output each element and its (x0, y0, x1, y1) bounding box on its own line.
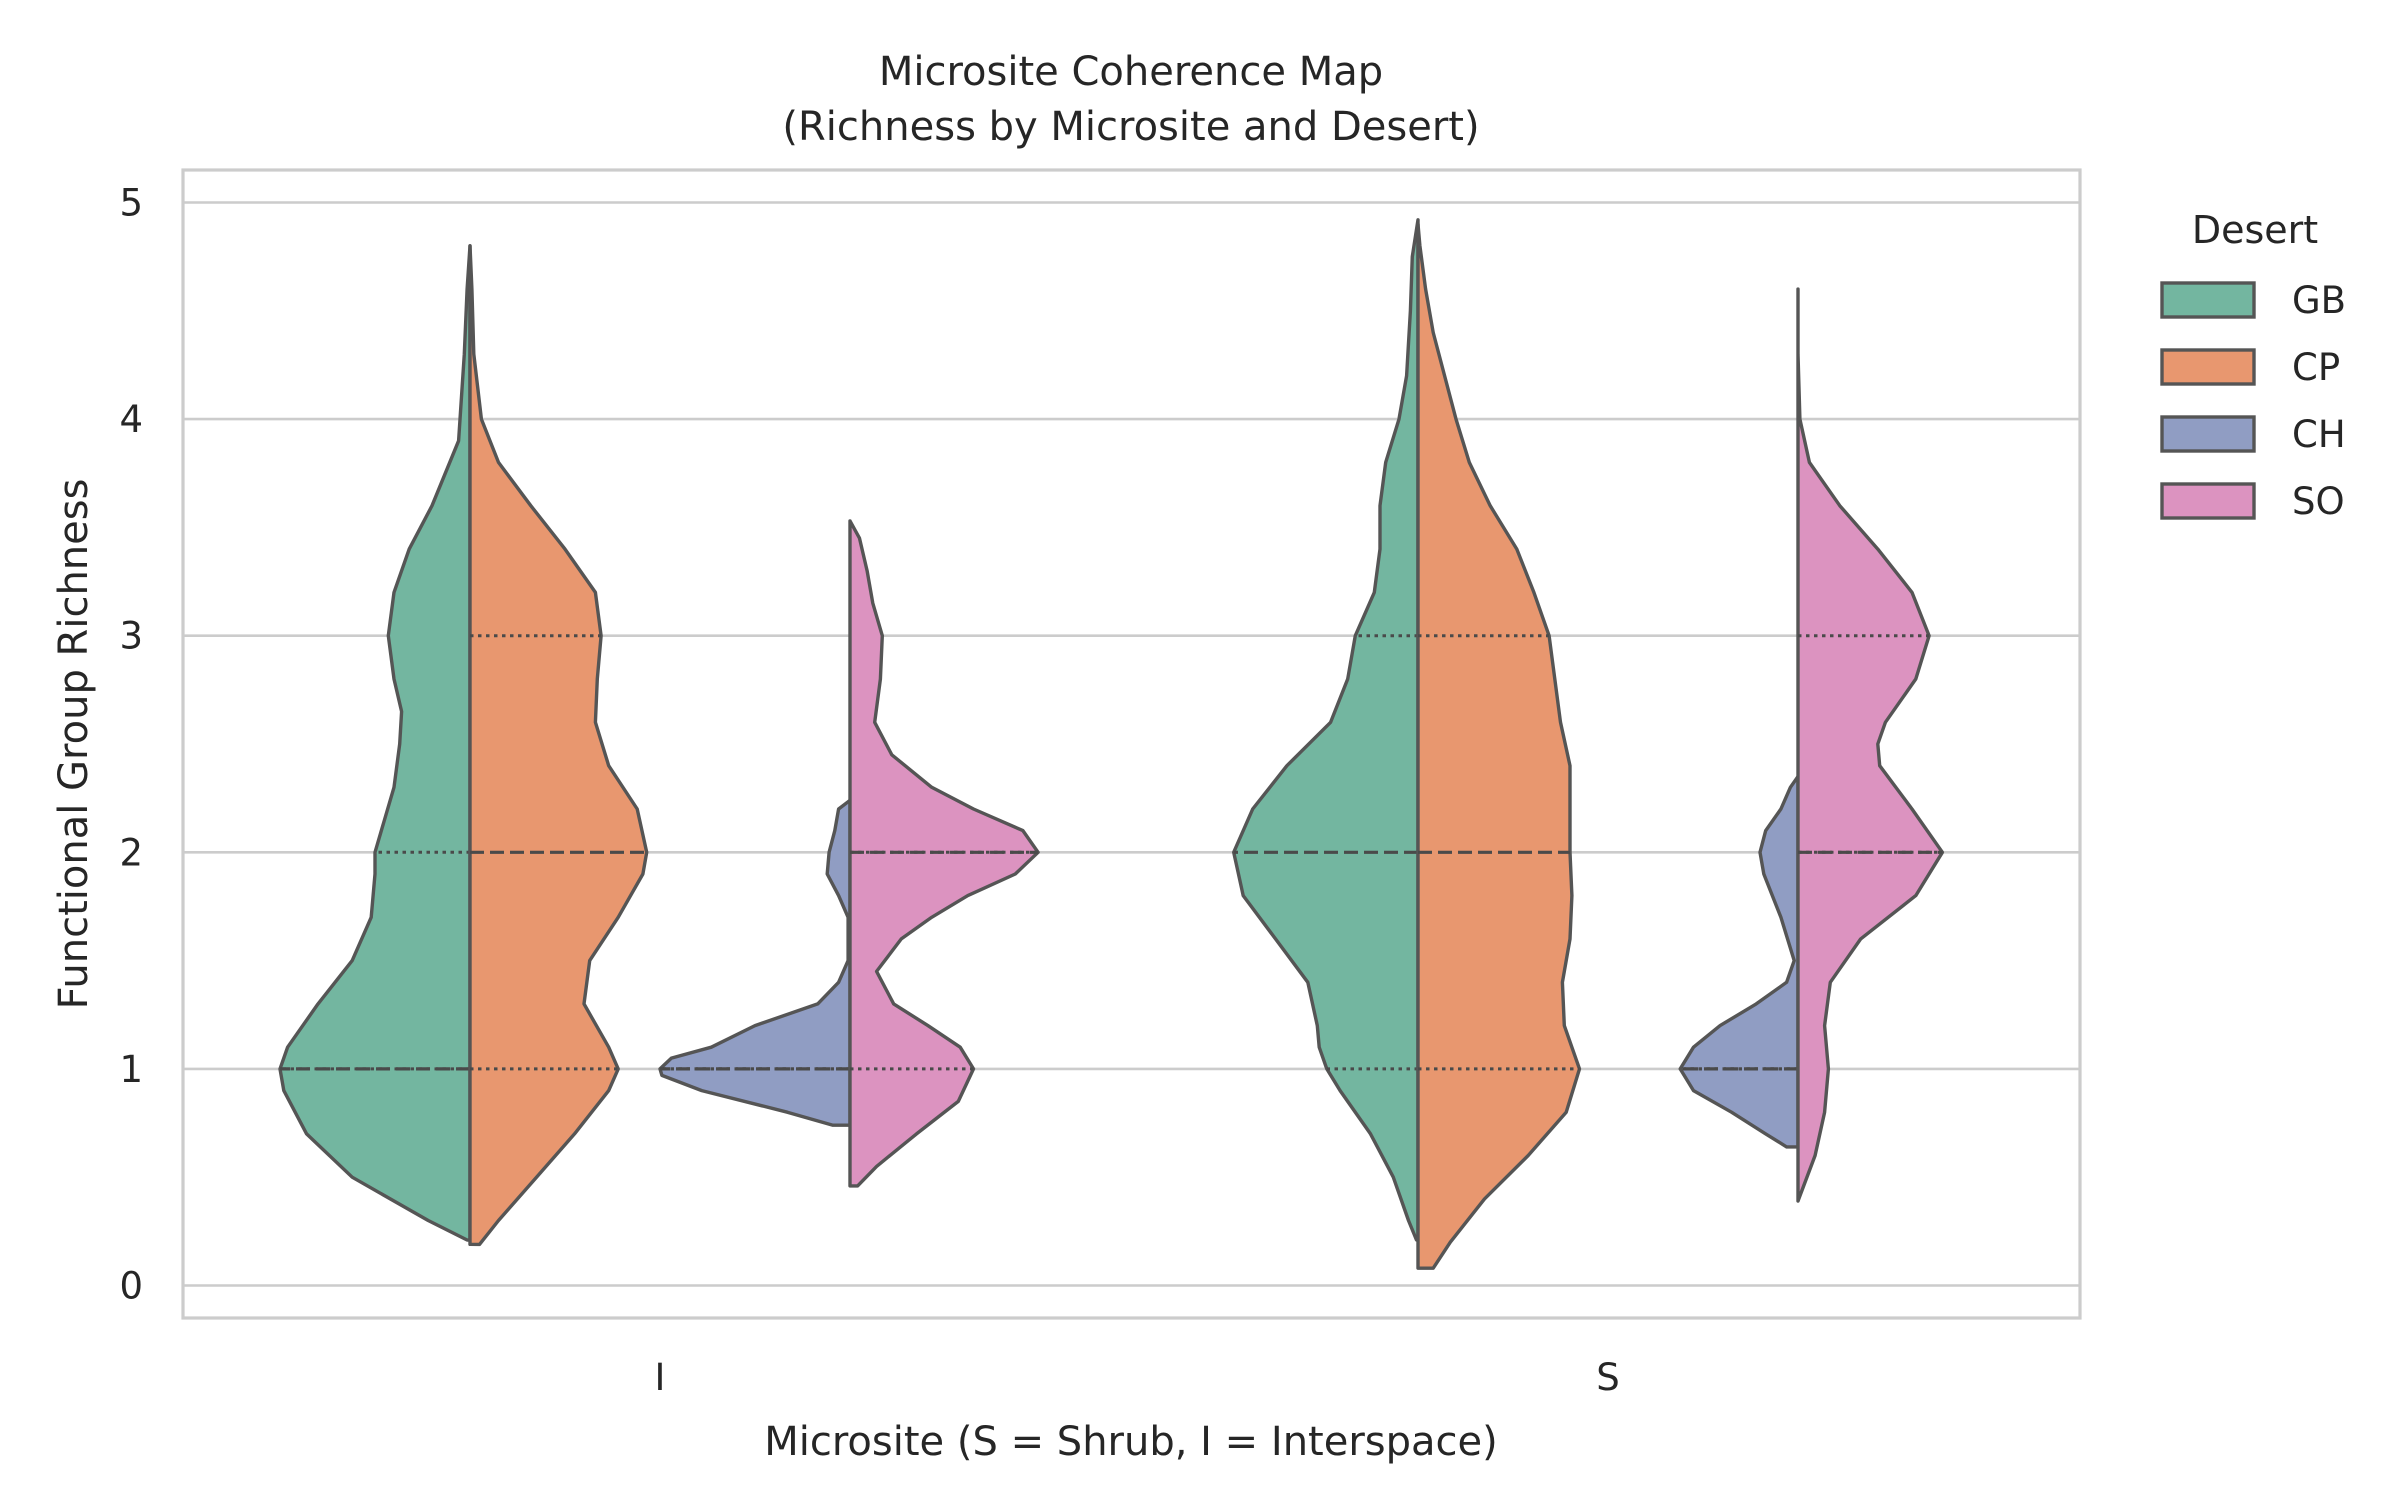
legend-label-CH: CH (2292, 413, 2346, 456)
y-tick-label-3: 3 (119, 615, 143, 658)
y-tick-label-1: 1 (119, 1048, 143, 1091)
y-tick-label-5: 5 (119, 181, 143, 224)
plot-frame (181, 168, 2082, 1320)
x-tick-label-S: S (1596, 1356, 1620, 1399)
legend-swatch-GB (2160, 281, 2256, 319)
legend: Desert GB CP CH SO (2160, 208, 2346, 523)
legend-swatch-SO (2160, 482, 2256, 520)
y-tick-label-4: 4 (119, 398, 143, 441)
violin-GB-S (1232, 218, 1420, 1242)
violin-CP-I (468, 244, 649, 1247)
x-axis-label: Microsite (S = Shrub, I = Interspace) (764, 1419, 1498, 1465)
violin-SO-S (1796, 287, 1945, 1203)
legend-label-SO: SO (2292, 480, 2345, 523)
violin-CH-S (1678, 774, 1800, 1149)
violin-GB-I (278, 244, 472, 1242)
legend-swatch-CH (2160, 415, 2256, 453)
chart-title: Microsite Coherence Map (Richness by Micr… (782, 49, 1479, 150)
violin-CH-I (658, 798, 852, 1127)
y-tick-label-0: 0 (119, 1265, 143, 1308)
legend-label-CP: CP (2292, 346, 2340, 389)
chart-title-line-2: (Richness by Microsite and Desert) (782, 104, 1479, 150)
legend-title: Desert (2192, 208, 2318, 252)
chart-title-line-1: Microsite Coherence Map (879, 49, 1383, 95)
y-axis-label: Functional Group Richness (51, 479, 97, 1010)
violin-CP-S (1416, 222, 1582, 1270)
y-tick-label-2: 2 (119, 831, 143, 874)
legend-swatch-CP (2160, 348, 2256, 386)
axes: 0 1 2 3 4 5 I S (119, 168, 2082, 1399)
violins (278, 218, 1945, 1270)
violin-SO-I (848, 519, 1040, 1188)
legend-label-GB: GB (2292, 279, 2346, 322)
x-tick-label-I: I (655, 1356, 666, 1399)
